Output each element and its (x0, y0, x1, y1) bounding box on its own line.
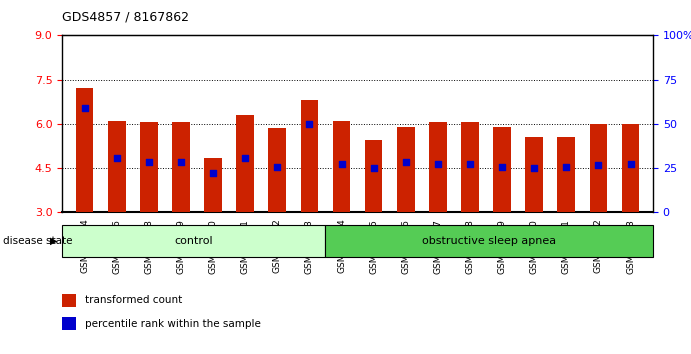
Point (368, 165, 379, 171)
Point (464, 161, 475, 166)
Bar (332, 121, 350, 212)
Text: transformed count: transformed count (84, 295, 182, 305)
Point (336, 161, 347, 166)
Point (240, 155, 251, 161)
Bar (429, 122, 446, 212)
Point (529, 165, 540, 171)
Bar (236, 115, 254, 212)
Point (497, 164, 508, 170)
Point (143, 159, 154, 165)
Point (111, 155, 122, 161)
Bar (325, 225, 653, 257)
Bar (622, 124, 639, 212)
Bar (108, 121, 126, 212)
Text: percentile rank within the sample: percentile rank within the sample (84, 319, 261, 329)
Bar (301, 100, 319, 212)
Point (79, 105, 91, 110)
Text: GDS4857 / 8167862: GDS4857 / 8167862 (62, 10, 189, 23)
Bar (205, 158, 222, 212)
Bar (525, 137, 543, 212)
Point (561, 164, 572, 170)
Point (433, 161, 444, 166)
Bar (172, 122, 190, 212)
Bar (269, 128, 286, 212)
Point (207, 170, 218, 175)
Bar (62, 225, 325, 257)
Bar (589, 124, 607, 212)
Bar (365, 140, 383, 212)
Point (625, 161, 636, 166)
Bar (493, 127, 511, 212)
Bar (76, 88, 93, 212)
Text: control: control (174, 236, 213, 246)
Bar (461, 122, 479, 212)
Point (176, 159, 187, 165)
Bar (62, 317, 76, 330)
Bar (62, 293, 76, 307)
Text: ▶: ▶ (50, 236, 57, 246)
Point (593, 162, 604, 168)
Point (304, 121, 315, 127)
Text: disease state: disease state (3, 236, 73, 246)
Point (272, 164, 283, 170)
Bar (397, 127, 415, 212)
Bar (558, 137, 575, 212)
Bar (140, 122, 158, 212)
Text: obstructive sleep apnea: obstructive sleep apnea (422, 236, 556, 246)
Point (400, 159, 411, 165)
